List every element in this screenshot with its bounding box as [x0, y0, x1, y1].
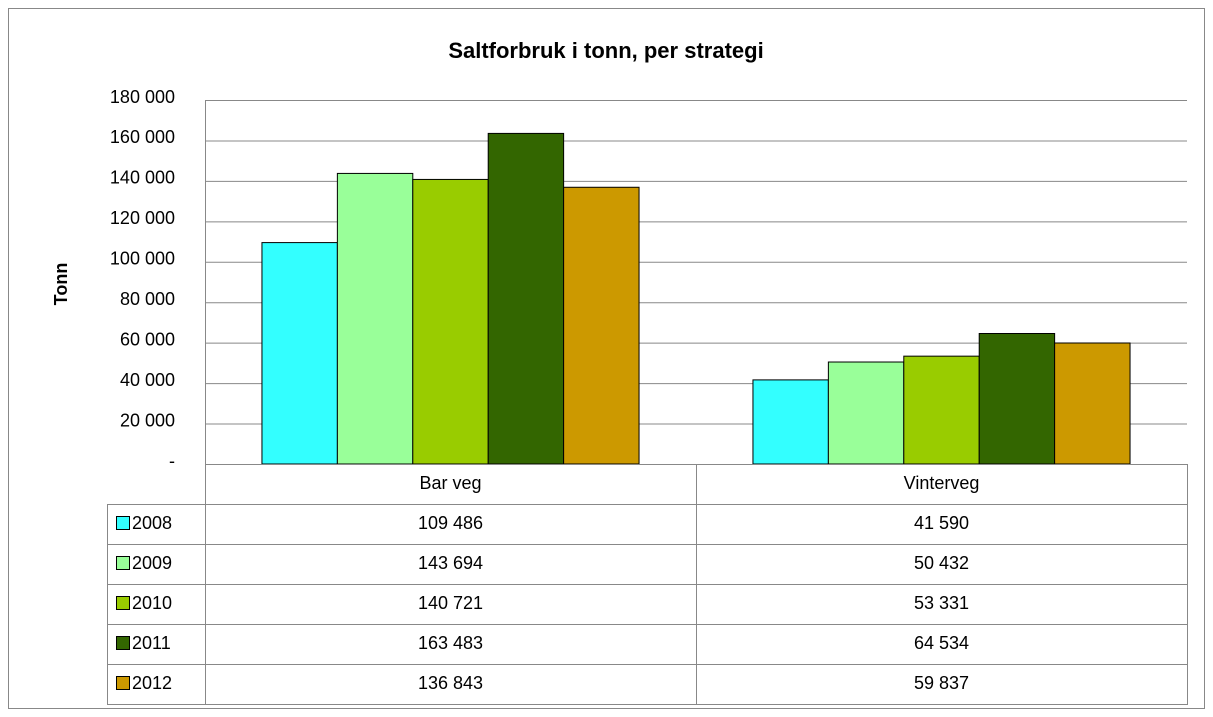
bar	[978, 332, 1056, 465]
table-header: Bar veg	[419, 473, 481, 493]
y-tick-label: -	[169, 451, 175, 471]
bar	[903, 355, 980, 465]
table-value: 136 843	[418, 673, 483, 693]
legend-label: 2009	[132, 553, 172, 573]
y-tick-label: 140 000	[110, 168, 175, 188]
table-value: 64 534	[914, 633, 969, 653]
legend-label: 2010	[132, 593, 172, 613]
table-value: 53 331	[914, 593, 969, 613]
y-tick-label: 180 000	[110, 87, 175, 107]
y-axis-title: Tonn	[51, 263, 71, 306]
table-value: 140 721	[418, 593, 483, 613]
bar	[336, 172, 414, 465]
bar	[261, 242, 338, 465]
table-value: 41 590	[914, 513, 969, 533]
y-tick-label: 160 000	[110, 127, 175, 147]
legend-label: 2011	[132, 633, 171, 653]
table-value: 109 486	[418, 513, 483, 533]
y-tick-label: 100 000	[110, 249, 175, 269]
chart-title: Saltforbruk i tonn, per strategi	[448, 38, 763, 63]
legend-key	[116, 636, 130, 650]
y-tick-label: 80 000	[120, 289, 175, 309]
legend-key	[116, 516, 130, 530]
legend-label: 2012	[132, 673, 172, 693]
y-tick-label: 60 000	[120, 329, 175, 349]
y-tick-label: 20 000	[120, 410, 175, 430]
bar	[412, 178, 489, 465]
y-tick-label: 120 000	[110, 208, 175, 228]
table-value: 143 694	[418, 553, 483, 573]
bar	[827, 361, 905, 465]
bar	[1054, 342, 1131, 465]
legend-key	[116, 556, 130, 570]
legend-key	[116, 676, 130, 690]
table-value: 59 837	[914, 673, 969, 693]
table-value: 163 483	[418, 633, 483, 653]
bar	[487, 132, 565, 465]
bar	[563, 186, 640, 465]
bar	[752, 379, 829, 465]
y-tick-label: 40 000	[120, 370, 175, 390]
legend-label: 2008	[132, 513, 172, 533]
table-value: 50 432	[914, 553, 969, 573]
table-header: Vinterveg	[904, 473, 980, 493]
legend-key	[116, 596, 130, 610]
